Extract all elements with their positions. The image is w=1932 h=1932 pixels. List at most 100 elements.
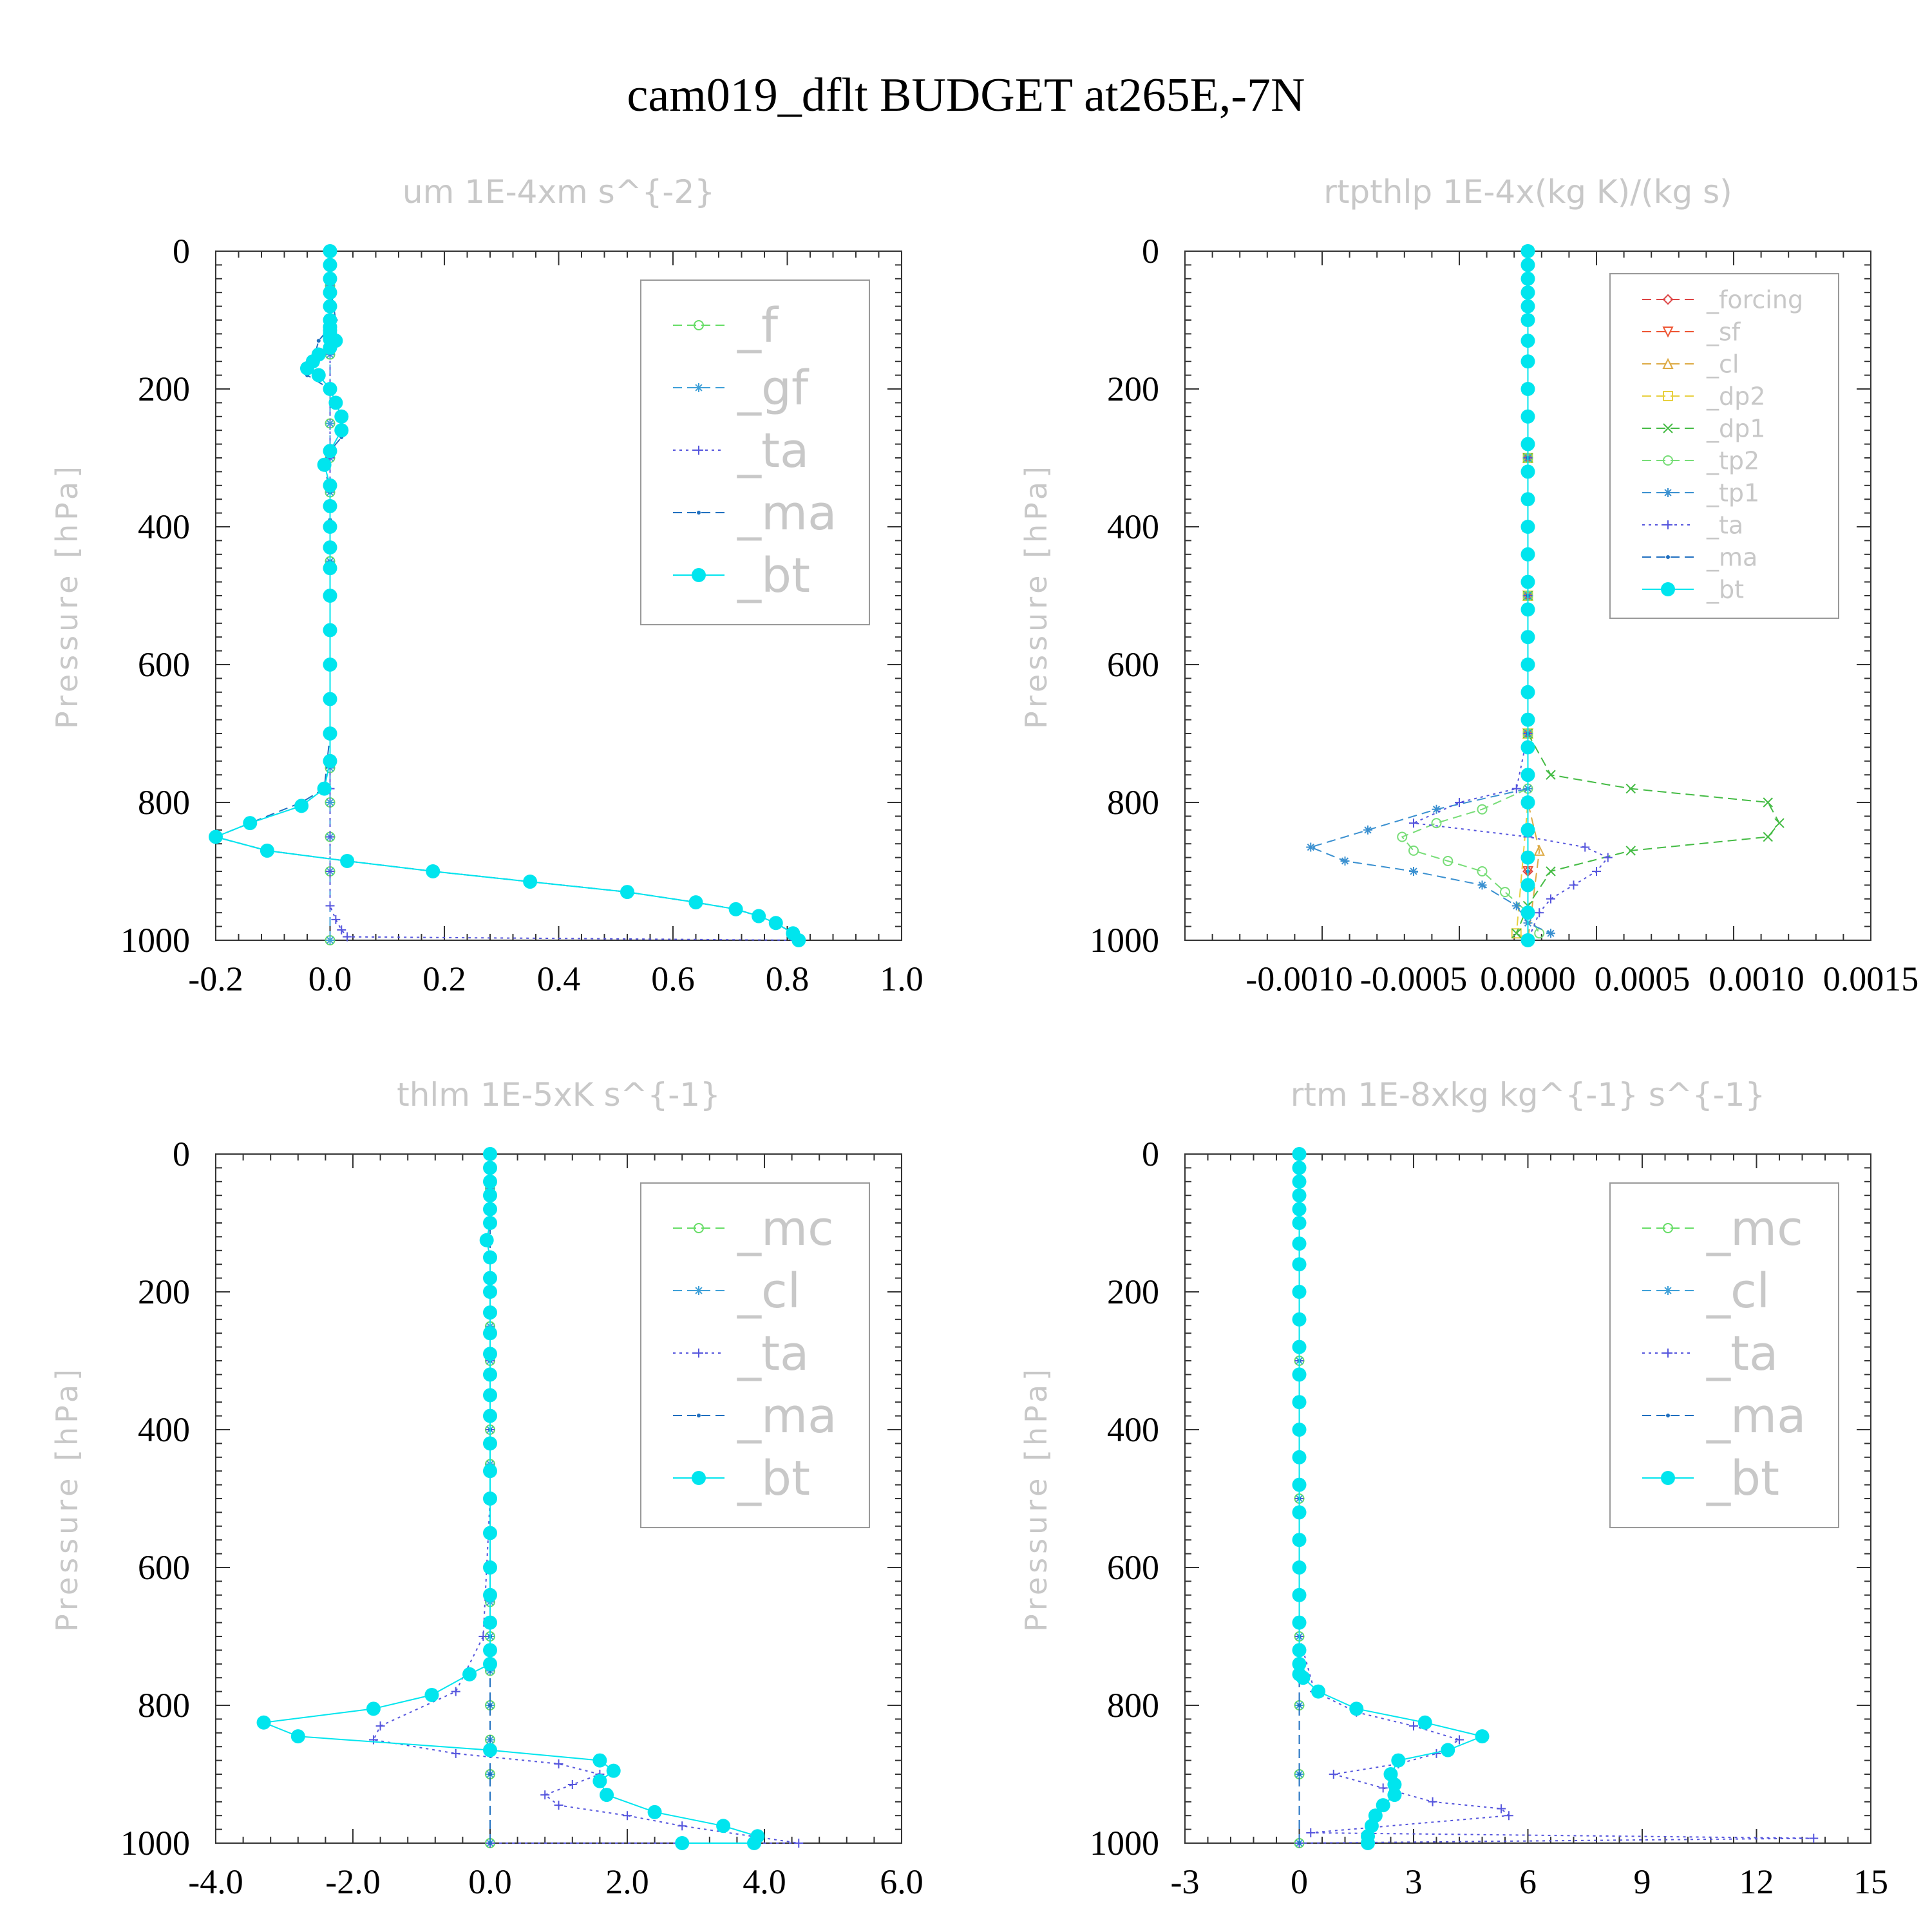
y-tick-label: 600 [138, 1548, 190, 1587]
data-point [1431, 818, 1442, 829]
series-line [261, 1154, 759, 1844]
data-point [1580, 842, 1590, 852]
data-point [488, 1703, 492, 1707]
data-point [1329, 1770, 1338, 1779]
data-point [1520, 574, 1535, 589]
data-point [483, 1560, 497, 1575]
figure-title: cam019_dflt BUDGET at265E,-7N [627, 69, 1305, 122]
y-tick-label: 0 [173, 232, 190, 270]
data-point [1520, 933, 1535, 947]
data-point [1546, 866, 1556, 876]
x-tick-label: 0.0005 [1595, 960, 1690, 998]
y-tick-label: 1000 [120, 1824, 190, 1862]
data-point [323, 271, 337, 286]
data-point [1535, 908, 1544, 918]
data-point [1292, 1656, 1307, 1671]
y-tick-label: 1000 [1090, 1824, 1159, 1862]
data-point [343, 932, 352, 942]
data-point [1546, 894, 1555, 904]
data-point [483, 1587, 497, 1602]
data-point [483, 1464, 497, 1479]
data-point [323, 589, 337, 603]
data-point [620, 885, 634, 900]
data-point [1520, 602, 1535, 617]
data-point [1774, 818, 1785, 828]
y-tick-label: 800 [1107, 1686, 1159, 1725]
data-point [1296, 1671, 1311, 1685]
data-point [1292, 1533, 1307, 1548]
legend-marker [692, 1471, 706, 1485]
y-axis-label: Pressure [hPa] [50, 462, 84, 729]
data-point [1520, 313, 1535, 327]
data-point [483, 1216, 497, 1230]
data-point [325, 936, 335, 945]
data-point [1520, 712, 1535, 727]
y-tick-label: 200 [138, 370, 190, 408]
panel-rtpthlp: rtpthlp 1E-4x(kg K)/(kg s) Pressure [hPa]… [1019, 173, 1918, 998]
data-point [1520, 258, 1535, 272]
data-point [1292, 1560, 1307, 1575]
data-point [592, 1774, 607, 1788]
legend-label: _tp2 [1706, 446, 1759, 475]
data-point [483, 1643, 497, 1658]
data-point [1292, 1615, 1307, 1630]
data-point [1340, 856, 1350, 866]
legend-marker [1661, 1471, 1675, 1485]
data-point [488, 1772, 492, 1776]
x-tick-label: 4.0 [743, 1862, 786, 1901]
data-point [1361, 1836, 1375, 1850]
data-point [1432, 804, 1441, 814]
legend-label: _cl [737, 1264, 800, 1319]
y-axis-label: Pressure [hPa] [1019, 462, 1054, 729]
series-line [1411, 251, 1609, 941]
data-point [483, 1305, 497, 1320]
data-point [325, 798, 335, 807]
data-point [1511, 928, 1522, 939]
data-point [1292, 1147, 1307, 1161]
series-bt [1292, 1147, 1490, 1850]
y-tick-label: 400 [138, 1410, 190, 1449]
data-point [325, 419, 335, 428]
y-tick-label: 800 [1107, 783, 1159, 822]
data-point [1520, 285, 1535, 300]
series-tp1 [1306, 247, 1555, 938]
legend-marker [1663, 455, 1673, 466]
series-bt [209, 244, 806, 947]
x-tick-label: -2.0 [325, 1862, 380, 1901]
y-tick-label: 400 [1107, 1410, 1159, 1449]
legend-marker [694, 446, 703, 455]
data-point [340, 853, 355, 868]
data-point [1763, 797, 1773, 808]
data-point [1306, 842, 1316, 852]
data-point [366, 1701, 381, 1716]
data-point [483, 1160, 497, 1175]
data-point [1763, 831, 1773, 842]
data-point [1520, 409, 1535, 424]
legend-marker [694, 1223, 704, 1233]
data-point [325, 832, 335, 842]
legend-marker [1663, 1349, 1672, 1358]
y-tick-label: 0 [1142, 232, 1159, 270]
data-point [1511, 901, 1521, 911]
data-point [483, 1326, 497, 1341]
data-point [1520, 878, 1535, 893]
legend-marker [1663, 520, 1672, 529]
data-point [424, 1687, 439, 1702]
x-tick-label: -4.0 [188, 1862, 243, 1901]
data-point [1504, 1811, 1513, 1821]
data-point [1477, 804, 1488, 815]
legend-marker [694, 383, 703, 392]
legend-label: _f [737, 298, 779, 354]
data-point [554, 1759, 564, 1768]
legend-label: _bt [737, 1451, 810, 1506]
data-point [1520, 299, 1535, 314]
legend-marker [694, 1349, 703, 1358]
x-tick-label: 6.0 [880, 1862, 923, 1901]
data-point [1409, 819, 1418, 828]
data-point [606, 1763, 621, 1778]
legend-label: _bt [1706, 1451, 1779, 1506]
x-tick-label: 0.0 [308, 960, 352, 998]
legend-label: _tp1 [1706, 478, 1759, 507]
x-tick-label: 0.4 [537, 960, 581, 998]
data-point [1520, 905, 1535, 920]
